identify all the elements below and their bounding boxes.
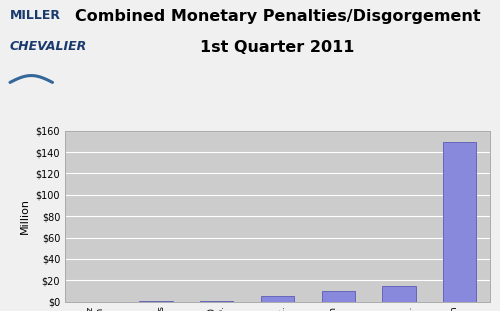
Bar [200,301,234,302]
Text: Combined Monetary Penalties/Disgorgement: Combined Monetary Penalties/Disgorgement [74,9,480,24]
Y-axis label: Million: Million [20,198,30,234]
Text: MILLER: MILLER [10,9,61,22]
Bar [443,142,476,302]
Bar [382,286,416,302]
Text: CHEVALIER: CHEVALIER [10,40,88,53]
Text: 1st Quarter 2011: 1st Quarter 2011 [200,40,354,55]
Bar [261,296,294,302]
Bar [322,291,355,302]
